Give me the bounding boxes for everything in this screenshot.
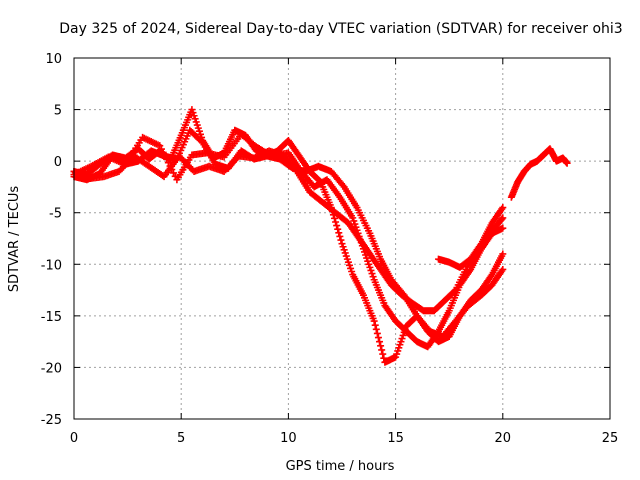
data-point: [330, 214, 338, 222]
data-point: [333, 222, 341, 230]
y-tick-label: 0: [54, 155, 62, 170]
x-tick-label: 25: [602, 431, 619, 446]
data-point: [370, 317, 378, 325]
y-tick-label: 10: [45, 52, 62, 67]
data-point: [335, 229, 343, 237]
y-tick-label: -15: [41, 310, 62, 325]
data-point: [563, 159, 571, 167]
plot-frame: [73, 57, 611, 420]
x-tick-label: 0: [70, 431, 78, 446]
data-point: [374, 334, 382, 342]
series-track-e: [434, 204, 507, 271]
y-tick-label: -20: [41, 361, 62, 376]
series-track-f: [507, 145, 571, 201]
data-point: [336, 232, 344, 240]
chart-title: Day 325 of 2024, Sidereal Day-to-day VTE…: [59, 21, 622, 37]
data-point: [372, 325, 380, 333]
x-tick-label: 10: [280, 431, 297, 446]
x-tick-label: 20: [495, 431, 512, 446]
y-tick-label: 5: [54, 104, 62, 119]
data-point: [499, 204, 507, 212]
data-points: [70, 106, 571, 366]
x-tick-label: 15: [387, 431, 404, 446]
data-point: [378, 346, 386, 354]
data-point: [332, 218, 340, 226]
grid: [74, 58, 610, 419]
data-point: [379, 350, 387, 358]
data-point: [499, 250, 507, 258]
data-point: [498, 215, 506, 223]
data-point: [373, 329, 381, 337]
data-point: [499, 265, 507, 273]
data-point: [499, 224, 507, 232]
data-point: [499, 214, 507, 222]
data-point: [451, 287, 459, 295]
x-axis-label: GPS time / hours: [286, 459, 395, 474]
data-point: [334, 225, 342, 233]
axis-ticks: 0 5 10 15 20 25 -25 -20 -15 -10 -5 0 5 10: [41, 52, 619, 446]
data-point: [376, 338, 384, 346]
y-tick-label: -5: [49, 207, 62, 222]
data-point: [377, 342, 385, 350]
data-point: [371, 321, 379, 329]
data-point: [337, 236, 345, 244]
y-tick-label: -10: [41, 258, 62, 273]
y-axis-label: SDTVAR / TECUs: [7, 186, 22, 293]
x-tick-label: 5: [177, 431, 185, 446]
y-tick-label: -25: [41, 413, 62, 428]
